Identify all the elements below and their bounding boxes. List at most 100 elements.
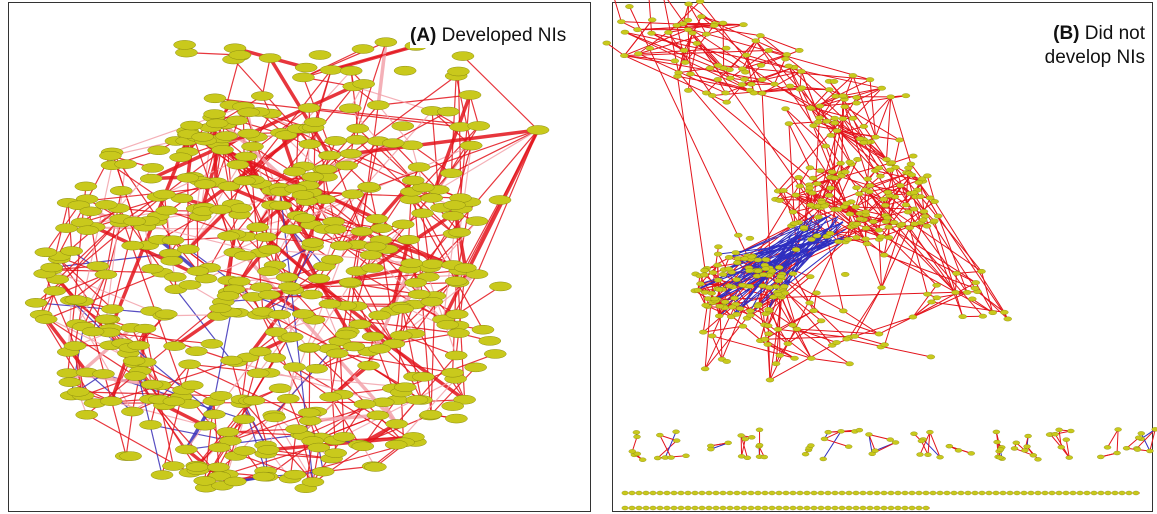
node [738, 434, 745, 438]
node [765, 332, 773, 336]
node [866, 77, 874, 81]
node [928, 300, 936, 304]
node [885, 235, 893, 239]
node [986, 491, 992, 495]
node [162, 462, 184, 471]
node [996, 456, 1003, 460]
node [877, 235, 885, 239]
node [347, 124, 369, 133]
node [1058, 445, 1065, 449]
node [872, 449, 879, 453]
node [796, 184, 804, 188]
node [65, 295, 87, 304]
node [907, 162, 915, 166]
node [806, 105, 814, 109]
node [702, 303, 710, 307]
node [161, 256, 183, 265]
node [909, 491, 915, 495]
node [920, 209, 928, 213]
node [833, 129, 841, 133]
node [789, 272, 797, 276]
node [673, 439, 680, 443]
node [276, 273, 298, 282]
node [826, 231, 834, 235]
node [742, 53, 750, 57]
node [937, 491, 943, 495]
node [742, 437, 749, 441]
node [269, 310, 291, 319]
node [838, 429, 845, 433]
node [234, 251, 256, 260]
node [786, 84, 794, 88]
node [830, 79, 838, 83]
node [994, 440, 1001, 444]
node [746, 313, 754, 317]
node [209, 304, 231, 313]
node [142, 163, 164, 172]
node [151, 470, 173, 479]
node [445, 277, 467, 286]
node [782, 107, 790, 111]
node [815, 116, 823, 120]
node [811, 506, 817, 510]
node [933, 283, 941, 287]
node [841, 170, 849, 174]
node [860, 124, 868, 128]
node [210, 205, 232, 214]
node [818, 491, 824, 495]
node [979, 491, 985, 495]
node [87, 262, 109, 271]
node [420, 410, 442, 419]
node [233, 415, 255, 424]
node [883, 216, 891, 220]
node [465, 363, 487, 372]
node [758, 91, 766, 95]
node [299, 416, 321, 425]
node [993, 430, 1000, 434]
node [294, 214, 316, 223]
node [1077, 491, 1083, 495]
node [837, 161, 845, 165]
node [757, 63, 765, 67]
node [402, 176, 424, 185]
node [175, 445, 197, 454]
node [845, 445, 852, 449]
node [122, 241, 144, 250]
node [733, 277, 741, 281]
node [825, 430, 832, 434]
node [813, 234, 821, 238]
node [692, 491, 698, 495]
node [452, 52, 474, 61]
node [864, 177, 872, 181]
panel-label: (B) [1053, 23, 1079, 44]
node [811, 491, 817, 495]
node [909, 315, 917, 319]
node [466, 217, 488, 226]
node [853, 157, 861, 161]
node [1067, 429, 1074, 433]
node [699, 506, 705, 510]
node [1098, 491, 1104, 495]
node [484, 349, 506, 358]
panel-title: Developed NIs [442, 25, 567, 46]
node [238, 108, 260, 117]
node [714, 278, 722, 282]
node [315, 165, 337, 174]
node [622, 506, 628, 510]
node [702, 32, 710, 36]
node [766, 378, 774, 382]
node [342, 190, 364, 199]
node [881, 343, 889, 347]
node [806, 186, 814, 190]
node [140, 174, 162, 183]
node [617, 19, 625, 23]
node [785, 122, 793, 126]
node [902, 203, 910, 207]
node [918, 439, 925, 443]
node [930, 219, 938, 223]
panel-a-caption: (A) Developed NIs [410, 24, 566, 48]
node [951, 491, 957, 495]
node [179, 360, 201, 369]
node [238, 129, 260, 138]
node [793, 327, 801, 331]
